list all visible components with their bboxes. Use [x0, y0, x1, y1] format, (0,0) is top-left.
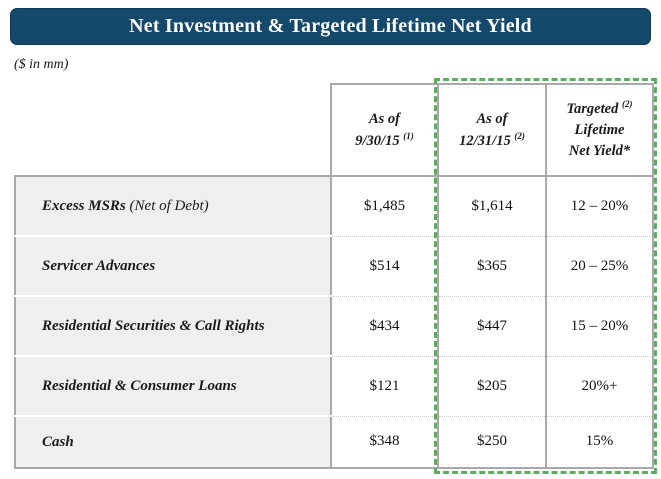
table-row-residential-securities: Residential Securities & Call Rights $43… — [14, 295, 654, 357]
table-row-excess-msrs: Excess MSRs (Net of Debt) $1,485 $1,614 … — [14, 175, 654, 237]
table-row-cash: Cash $348 $250 15% — [14, 415, 654, 469]
row-label: Residential & Consumer Loans — [14, 355, 332, 417]
title-bar: Net Investment & Targeted Lifetime Net Y… — [10, 8, 651, 45]
value-cell: $348 — [330, 416, 439, 469]
col-header-asof-93015: As of 9/30/15 (1) — [330, 83, 439, 177]
value-cell: $121 — [330, 356, 439, 417]
row-label: Residential Securities & Call Rights — [14, 295, 332, 357]
value-cell: 20 – 25% — [545, 236, 654, 297]
financial-table: As of 9/30/15 (1) As of 12/31/15 (2) Tar… — [14, 78, 657, 474]
value-cell: 15 – 20% — [545, 296, 654, 357]
header-line: Targeted (2) — [566, 99, 633, 117]
value-cell: 15% — [545, 416, 654, 469]
header-blank-cell — [15, 84, 331, 176]
value-cell: $250 — [437, 416, 547, 469]
value-cell: $205 — [437, 356, 547, 417]
value-cell: 12 – 20% — [545, 176, 654, 237]
value-cell: $447 — [437, 296, 547, 357]
row-label: Excess MSRs (Net of Debt) — [14, 175, 332, 237]
footnote-superscript: (2) — [621, 99, 633, 110]
row-label-note: (Net of Debt) — [129, 197, 209, 214]
row-label: Servicer Advances — [14, 235, 332, 297]
table-row-servicer-advances: Servicer Advances $514 $365 20 – 25% — [14, 235, 654, 297]
value-cell: 20%+ — [545, 356, 654, 417]
value-cell: $514 — [330, 236, 439, 297]
value-cell: $1,614 — [437, 176, 547, 237]
header-line: Lifetime — [574, 121, 625, 138]
value-cell: $365 — [437, 236, 547, 297]
net-investment-table: As of 9/30/15 (1) As of 12/31/15 (2) Tar… — [14, 83, 654, 469]
table-row-residential-consumer-loans: Residential & Consumer Loans $121 $205 2… — [14, 355, 654, 417]
header-row: As of 9/30/15 (1) As of 12/31/15 (2) Tar… — [15, 83, 654, 177]
units-note: ($ in mm) — [14, 57, 69, 72]
header-line: As of — [368, 110, 401, 127]
value-cell: $1,485 — [330, 176, 439, 237]
header-line: As of — [476, 110, 508, 127]
value-cell: $434 — [330, 296, 439, 357]
footnote-superscript: (2) — [514, 130, 525, 141]
footnote-superscript: (1) — [403, 130, 414, 141]
header-line: 12/31/15 (2) — [459, 130, 525, 149]
header-line: Net Yield* — [568, 142, 631, 159]
col-header-targeted-yield: Targeted (2) Lifetime Net Yield* — [545, 83, 654, 177]
header-line: 9/30/15 (1) — [355, 130, 414, 149]
row-label: Cash — [14, 415, 332, 469]
col-header-asof-123115: As of 12/31/15 (2) — [437, 83, 547, 177]
page-title: Net Investment & Targeted Lifetime Net Y… — [129, 15, 532, 37]
